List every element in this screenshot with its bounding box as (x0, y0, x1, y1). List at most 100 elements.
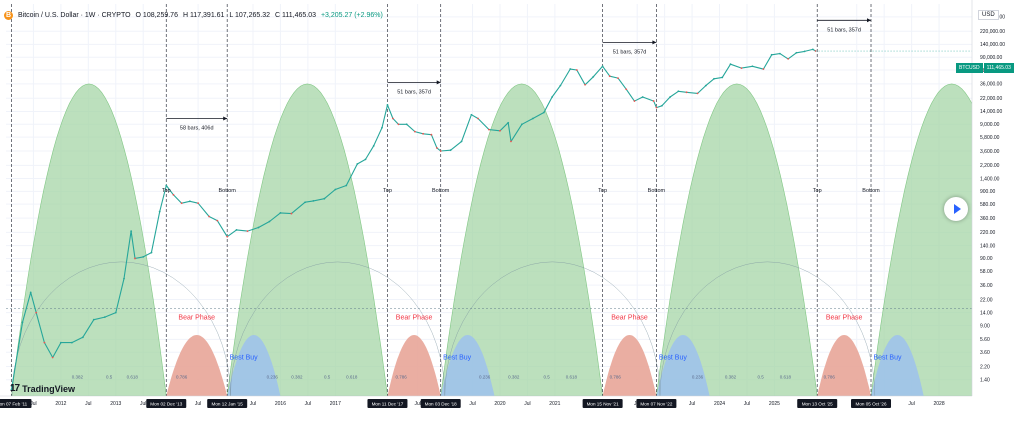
time-tick-label: Jul (414, 401, 420, 407)
price-tick-label: 900.00 (980, 189, 996, 195)
price-tick-label: 58.00 (980, 269, 993, 275)
span-label: 51 bars, 357d (397, 89, 431, 95)
price-point (235, 228, 238, 231)
price-point (762, 68, 765, 70)
price-point (601, 65, 604, 68)
fib-level-label: 0.618 (566, 375, 578, 380)
cycle-arc (11, 83, 167, 397)
close-value: C 111,465.03 (274, 11, 316, 19)
high-value: H 117,391.61 (182, 11, 225, 19)
symbol-header: B Bitcoin / U.S. Dollar · 1W · CRYPTO O … (4, 8, 386, 22)
price-tick-label: 1,400.00 (980, 176, 1000, 182)
span-label: 58 bars, 406d (180, 125, 214, 131)
price-point (655, 106, 658, 109)
open-value: O 108,259.76 (135, 11, 178, 19)
price-point (21, 321, 24, 324)
price-tick-label: 3.60 (980, 350, 990, 356)
time-tick-label: 2013 (110, 401, 121, 407)
buy-arc (656, 335, 710, 396)
cycle-arc (440, 83, 603, 397)
fib-level-label: 0.236 (267, 375, 279, 380)
fib-level-label: 0.5 (758, 375, 765, 380)
span-arrow-head (867, 18, 872, 23)
bitcoin-icon: B (4, 10, 13, 20)
price-tick-label: 14,000.00 (980, 109, 1002, 115)
price-tick-label: 220.00 (980, 230, 996, 236)
price-point (713, 77, 715, 80)
price-point (677, 90, 680, 93)
price-point (787, 58, 790, 60)
time-tick-label: Jul (908, 401, 914, 407)
bear-phase-label: Bear Phase (611, 315, 648, 322)
low-value: L 107,265.32 (229, 11, 271, 19)
price-point (751, 65, 754, 68)
currency-selector[interactable]: USD (978, 10, 999, 20)
cycle-arc (656, 83, 818, 397)
price-tick-label: 90,000.00 (980, 55, 1002, 61)
tradingview-wordmark: TradingView (22, 383, 75, 394)
symbol-title[interactable]: Bitcoin / U.S. Dollar · 1W · CRYPTO (18, 11, 131, 19)
price-point (633, 100, 636, 102)
price-point (652, 100, 655, 102)
fib-level-label: 0.786 (176, 375, 188, 380)
time-tick-label: 2025 (769, 401, 780, 407)
date-marker-label: Mon 05 Oct '26 (856, 402, 887, 407)
time-tick-label: 2012 (55, 401, 66, 407)
price-point (323, 197, 326, 200)
price-point (532, 117, 534, 120)
tradingview-logo[interactable]: 17 TradingView (10, 383, 75, 394)
buy-arc (440, 335, 495, 396)
top-bottom-label: Bottom (218, 188, 236, 194)
fib-level-label: 0.786 (824, 375, 836, 380)
price-point (435, 147, 438, 149)
price-point (477, 117, 479, 120)
price-point (279, 211, 282, 214)
price-tick-label: 9.00 (980, 323, 990, 329)
price-point (216, 219, 219, 222)
last-price-symbol: BTCUSD (956, 63, 983, 73)
cycle-guide-arc (444, 261, 661, 397)
price-point (669, 96, 672, 98)
price-point (142, 255, 145, 258)
price-point (180, 202, 183, 205)
buy-arc (871, 335, 924, 396)
price-point (592, 75, 595, 78)
price-tick-label: 5,800.00 (980, 135, 1000, 141)
price-point (704, 84, 707, 87)
guide-lines (6, 4, 972, 397)
price-point (70, 341, 73, 344)
price-point (364, 158, 367, 161)
price-point (729, 63, 732, 66)
replay-play-button[interactable] (944, 197, 968, 221)
price-point (470, 113, 473, 116)
price-point (778, 52, 781, 55)
price-point (696, 92, 699, 95)
price-line (10, 48, 816, 390)
date-marker-label: Mon 11 Dec '17 (372, 402, 404, 407)
time-tick-label: Jul (305, 401, 311, 407)
fib-level-label: 0.236 (692, 375, 704, 380)
price-point (197, 202, 200, 205)
price-tick-label: 2,200.00 (980, 163, 1000, 169)
bear-arc (166, 335, 228, 396)
price-point (158, 210, 161, 213)
time-tick-label: 2028 (934, 401, 945, 407)
time-tick-label: Jul (30, 401, 36, 407)
top-bottom-label: Top (598, 188, 607, 194)
price-point (304, 201, 307, 204)
price-point (150, 251, 153, 254)
date-marker-label: Mon 02 Dec '13 (150, 402, 182, 407)
fib-level-label: 0.618 (780, 375, 792, 380)
fib-level-label: 0.382 (291, 375, 303, 380)
price-tick-label: 9,000.00 (980, 122, 1000, 128)
fib-level-label: 0.786 (396, 375, 408, 380)
price-point (795, 51, 798, 54)
fib-level-label: 0.618 (346, 375, 358, 380)
price-point (103, 316, 106, 319)
time-tick-label: 2016 (275, 401, 286, 407)
price-point (405, 123, 408, 126)
bear-arc (387, 335, 441, 396)
fib-level-label: 0.5 (106, 375, 113, 380)
